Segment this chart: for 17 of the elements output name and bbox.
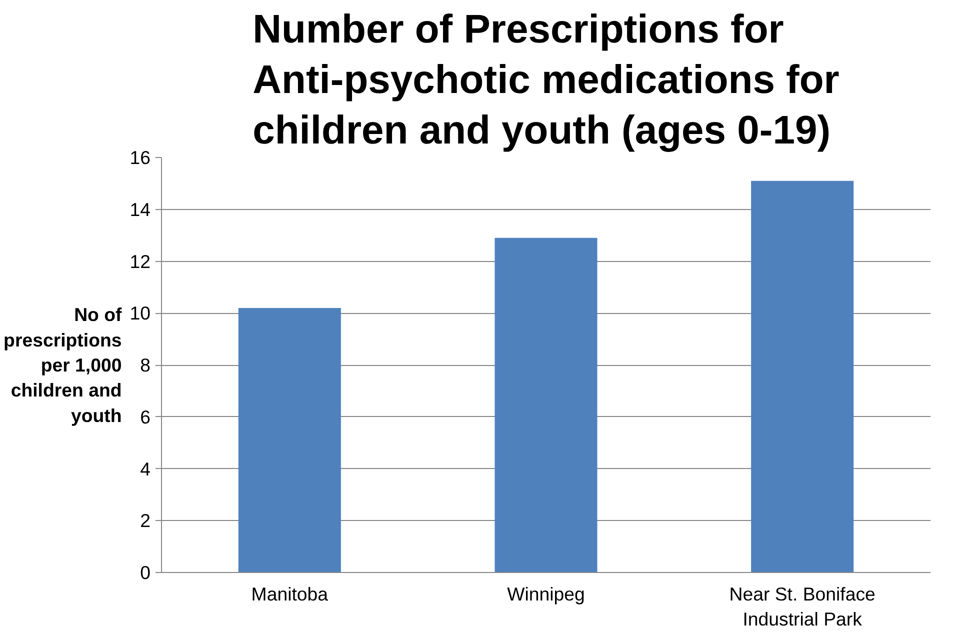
bar	[494, 238, 598, 572]
x-tick-label: Winnipeg	[507, 584, 585, 604]
bar	[238, 308, 341, 572]
y-axis-title: No of prescriptions per 1,000 children and youth	[4, 304, 123, 426]
y-tick-label: 10	[130, 302, 151, 324]
x-tick-label: Manitoba	[251, 584, 329, 604]
bar	[751, 180, 854, 572]
y-tick-label: 4	[140, 458, 151, 480]
y-tick-label: 16	[130, 147, 151, 168]
y-tick-label: 2	[140, 510, 151, 532]
y-tick-label: 0	[140, 562, 151, 583]
x-tick-label: Near St. Boniface Industrial Park	[729, 584, 876, 630]
y-tick-label: 12	[130, 250, 151, 272]
y-tick-label: 6	[140, 406, 151, 428]
y-tick-label: 8	[140, 354, 151, 376]
chart-title: Number of Prescriptions for Anti-psychotic medications for children and youth (ages 0-19)	[252, 7, 840, 152]
y-tick-label: 14	[130, 198, 151, 220]
